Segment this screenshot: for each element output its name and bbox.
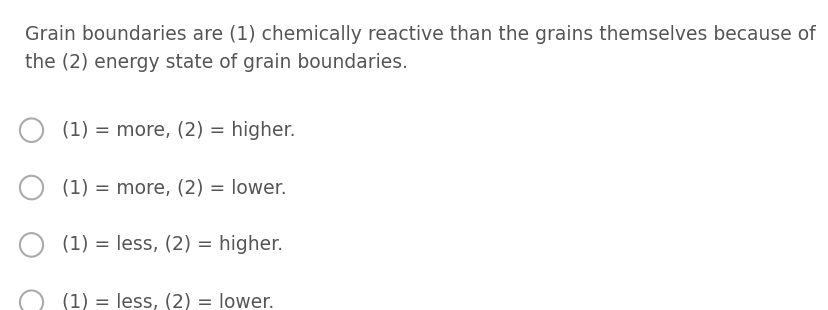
Text: Grain boundaries are (1) chemically reactive than the grains themselves because : Grain boundaries are (1) chemically reac… <box>25 25 815 72</box>
Text: (1) = less, (2) = lower.: (1) = less, (2) = lower. <box>62 293 274 310</box>
Text: (1) = more, (2) = lower.: (1) = more, (2) = lower. <box>62 178 286 197</box>
Text: (1) = less, (2) = higher.: (1) = less, (2) = higher. <box>62 235 283 255</box>
Text: (1) = more, (2) = higher.: (1) = more, (2) = higher. <box>62 121 296 140</box>
